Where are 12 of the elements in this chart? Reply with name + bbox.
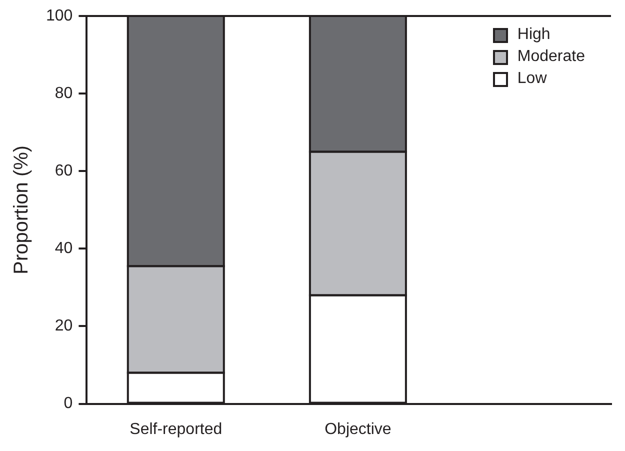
y-tick-label: 60 <box>54 162 73 180</box>
legend-label: High <box>517 25 550 45</box>
x-tick-label: Objective <box>324 420 392 438</box>
y-tick-label: 40 <box>54 240 73 258</box>
y-tick-label: 20 <box>54 318 73 335</box>
y-tick-label: 80 <box>54 84 73 102</box>
legend-label: Moderate <box>517 47 585 67</box>
x-tick-label: Self-reported <box>130 420 222 438</box>
y-tick-label: 0 <box>64 395 73 412</box>
text: Low <box>517 69 547 89</box>
y-axis-title: Proportion (%) <box>10 145 33 274</box>
y-tick-label: 100 <box>46 7 73 24</box>
